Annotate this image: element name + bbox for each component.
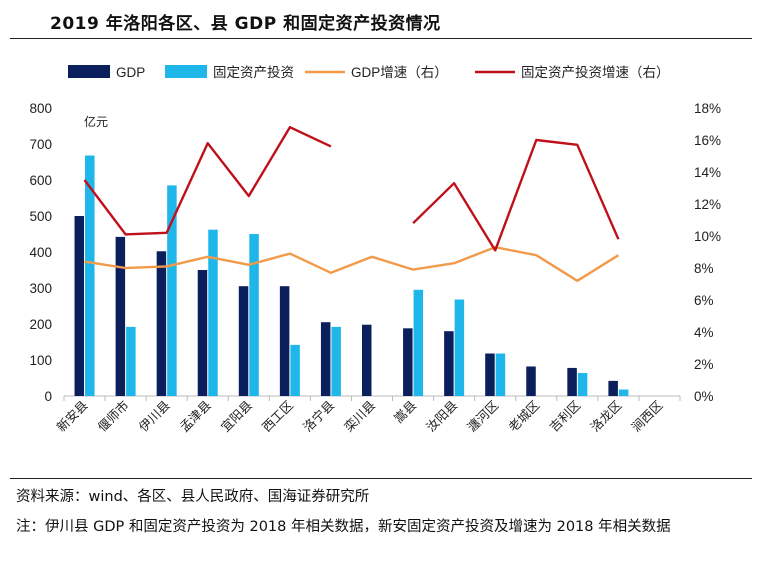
legend-gdp-label: GDP [116,65,145,80]
gdp-bar [115,236,126,396]
y-left-tick-label: 200 [29,317,52,332]
investment-bar [454,299,465,396]
y-right-tick-label: 14% [694,165,721,180]
y-left-tick-label: 300 [29,281,52,296]
y-right-tick-label: 16% [694,133,721,148]
gdp-bar [362,324,372,396]
gdp-bar [279,286,290,396]
x-category-label: 汝阳县 [424,398,460,434]
investment-bar [331,326,341,396]
legend-investment-growth-label: 固定资产投资增速（右） [521,65,670,80]
investment-bar [126,326,136,396]
investment-bar [618,389,629,396]
y-right-tick-label: 2% [694,357,714,372]
x-category-label: 宜阳县 [218,398,255,435]
x-category-label: 洛龙区 [587,398,624,435]
x-category-label: 嵩县 [392,398,420,426]
x-category-label: 瀍河区 [464,398,501,435]
gdp-bar [320,322,331,396]
y-left-tick-label: 700 [29,137,52,152]
y-left-tick-label: 400 [29,245,52,260]
x-category-label: 伊川县 [136,398,172,434]
gdp-bar [238,286,249,396]
y-right-tick-label: 8% [694,261,714,276]
investment-bar [85,155,95,396]
investment-bar [413,289,424,396]
x-category-label: 新安县 [54,398,91,435]
x-category-label: 孟津县 [177,398,213,434]
investment-bar [167,185,177,396]
x-category-label: 涧西区 [629,398,665,434]
y-left-tick-label: 0 [44,389,52,404]
gdp-bar [197,270,208,396]
y-left-tick-label: 500 [29,209,52,224]
y-right-tick-label: 10% [694,229,721,244]
y-right-tick-label: 18% [694,101,721,116]
y-left-tick-label: 800 [29,101,52,116]
x-category-label: 老城区 [506,398,542,434]
y-unit-label: 亿元 [84,114,108,129]
gdp-bar [403,328,413,396]
chart-title: 2019 年洛阳各区、县 GDP 和固定资产投资情况 [50,14,441,34]
x-category-label: 吉利区 [547,398,583,434]
gdp-bar [444,331,454,396]
x-category-label: 西工区 [260,398,296,434]
y-right-tick-label: 4% [694,325,714,340]
chart-canvas: 0 100 200 300 400 500 600 700 800 0% 2% 4% 6% 8% 10% 12… [29,65,721,435]
investment-bar [577,372,588,396]
investment-bar [208,229,218,396]
legend-gdp-swatch [68,65,110,78]
y-right-tick-label: 6% [694,293,714,308]
source-note: 资料来源：wind、各区、县人民政府、国海证券研究所 [16,489,370,505]
gdp-bar [74,216,85,396]
investment-bar [290,344,300,396]
title-rule [10,38,752,39]
investment-growth-line [412,138,620,252]
gdp-growth-line [84,245,620,282]
x-category-label: 洛宁县 [300,398,337,435]
legend-investment-swatch [165,65,207,78]
investment-bar [495,353,506,396]
x-category-label: 栾川县 [341,398,378,435]
y-left-tick-label: 100 [29,353,52,368]
footnote: 注：伊川县 GDP 和固定资产投资为 2018 年相关数据，新安固定资产投资及增… [16,519,671,535]
y-right-tick-label: 0% [694,389,714,404]
y-left-tick-label: 600 [29,173,52,188]
gdp-bar [526,366,536,396]
legend-gdp-growth-label: GDP增速（右） [351,65,448,80]
investment-growth-line [83,125,332,236]
source-rule [10,478,752,479]
gdp-bar [156,251,167,396]
gdp-bar [485,353,495,396]
x-category-label: 偃师市 [95,398,132,435]
legend-investment-label: 固定资产投资 [213,65,294,80]
gdp-bar [608,380,618,396]
gdp-bar [567,367,577,396]
investment-bar [249,234,259,396]
y-right-tick-label: 12% [694,197,721,212]
